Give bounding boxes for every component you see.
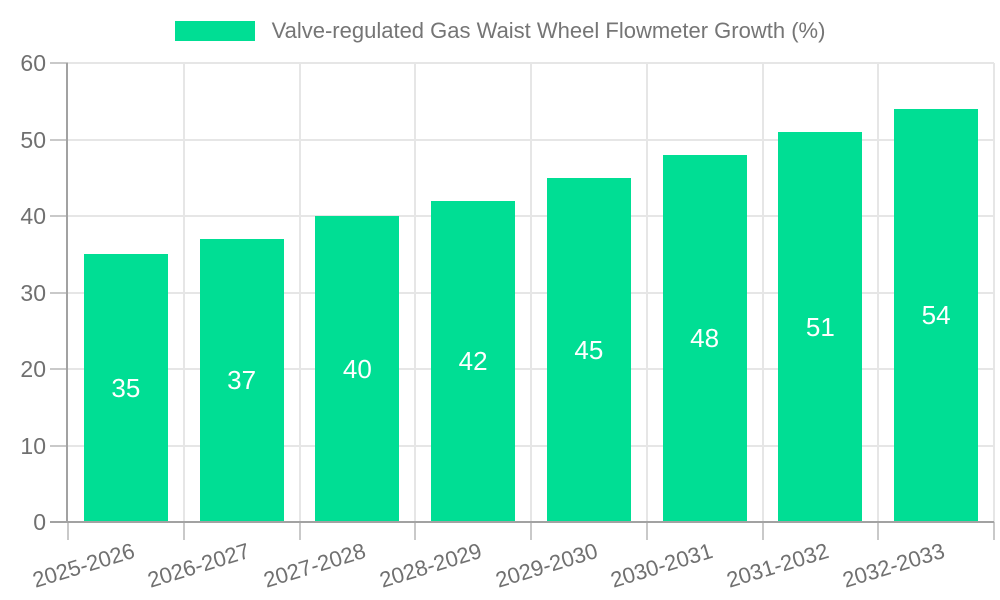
x-axis-tick-label: 2029-2030 (492, 538, 601, 593)
legend-item[interactable]: Valve-regulated Gas Waist Wheel Flowmete… (0, 18, 1000, 44)
bar[interactable] (315, 216, 400, 522)
y-axis-tick-label: 40 (20, 203, 46, 229)
bar-value-label: 54 (921, 300, 951, 331)
bar-value-label: 40 (342, 354, 372, 384)
y-axis-tick-label: 10 (20, 432, 46, 459)
x-axis-tick (298, 522, 301, 540)
x-axis-tick (645, 522, 648, 540)
x-axis-tick-label: 2030-2031 (608, 538, 716, 593)
v-gridline (645, 63, 648, 522)
x-axis-tick (414, 522, 417, 540)
bar[interactable] (431, 200, 516, 522)
y-axis-tick-label: 60 (20, 50, 46, 76)
bar-value-label: 35 (111, 373, 141, 404)
x-axis-tick (67, 522, 69, 540)
v-gridline (761, 63, 764, 522)
x-axis-tick (182, 522, 185, 540)
x-axis-tick-label: 2031-2032 (723, 538, 832, 593)
y-axis-tick (50, 368, 68, 370)
v-gridline (530, 63, 532, 522)
y-axis-tick-label: 0 (33, 509, 46, 535)
y-axis-tick (50, 62, 68, 64)
y-axis-tick (50, 138, 68, 141)
y-axis-tick-label: 50 (20, 126, 46, 153)
legend-swatch (174, 21, 255, 41)
v-gridline (877, 63, 880, 522)
x-axis-tick-label: 2028-2029 (376, 538, 485, 593)
y-axis-tick (50, 291, 68, 294)
x-axis-tick (761, 522, 764, 540)
y-axis-tick-label: 20 (20, 356, 46, 382)
x-axis-line (50, 521, 994, 523)
bar-value-label: 48 (690, 323, 720, 354)
bar-value-label: 51 (805, 311, 835, 342)
y-axis-tick (50, 444, 68, 447)
x-axis-tick (877, 522, 880, 540)
x-axis-tick-label: 2026-2027 (145, 538, 253, 593)
x-axis-tick-label: 2027-2028 (260, 538, 369, 593)
bar-value-label: 42 (458, 346, 488, 377)
legend-label: Valve-regulated Gas Waist Wheel Flowmete… (271, 18, 826, 43)
v-gridline (414, 63, 417, 522)
v-gridline (993, 63, 995, 522)
bar[interactable] (83, 254, 168, 522)
y-axis-tick-label: 30 (20, 279, 46, 306)
bar[interactable] (778, 131, 863, 522)
x-axis-tick (530, 522, 532, 540)
bar[interactable] (894, 108, 979, 522)
bar-value-label: 37 (227, 365, 257, 396)
v-gridline (298, 63, 301, 522)
y-axis-line (66, 63, 68, 522)
x-axis-tick-label: 2025-2026 (29, 538, 138, 593)
x-axis-tick (993, 522, 995, 540)
bar[interactable] (546, 177, 631, 522)
y-axis-tick (50, 215, 68, 217)
bar-value-label: 45 (574, 334, 604, 365)
bar[interactable] (662, 154, 747, 522)
x-axis-tick-label: 2032-2033 (839, 538, 948, 593)
bar[interactable] (199, 238, 284, 522)
v-gridline (182, 63, 185, 522)
